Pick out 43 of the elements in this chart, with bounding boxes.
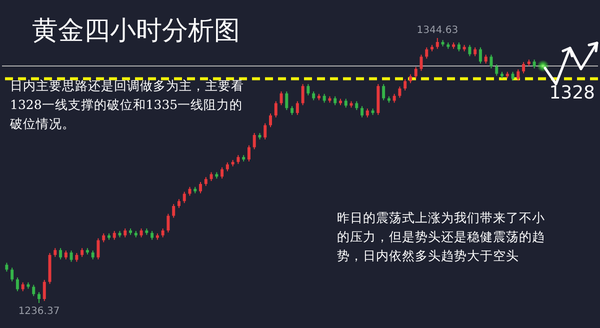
candlestick [414,66,418,79]
candlestick [32,284,36,297]
candlestick [425,46,428,60]
chart-title: 黄金四小时分析图 [32,16,240,46]
candlestick [360,106,364,118]
candlestick [59,248,62,260]
annotation: 昨日的震荡式上涨为我们带来了不小的压力，但是势头还是稳健震荡的趋势，日内依然多头趋势大于空头 [337,210,545,263]
candlestick [382,84,386,101]
candlestick [516,68,520,82]
candlestick [37,292,40,304]
candlestick [220,166,224,180]
candlestick [478,46,482,64]
candlestick [285,90,288,111]
candlestick [398,86,402,98]
candlestick [10,267,14,282]
candlestick [247,144,250,162]
annotation: 1344.63 [416,25,458,36]
candlestick [522,62,526,74]
candlestick [436,38,439,50]
candlestick [96,238,100,260]
candlestick [301,84,304,106]
candlestick [172,204,176,218]
candlestick [490,54,493,69]
annotation: 日内主要思路还是回调做多为主，主要看1328一线支撑的破位和1335一线阻力的破位情况。 [9,78,244,131]
candlestick [70,250,73,262]
ref-line-label: 1328 [549,82,595,104]
candlestick [274,100,278,118]
candlestick [182,191,186,204]
candlestick [252,132,256,150]
candlestick [306,84,310,96]
candlestick [420,54,423,72]
candlestick [296,100,299,116]
candlestick [468,44,472,57]
annotation: 1236.37 [18,306,60,317]
candlestick [264,122,267,140]
candlestick [199,182,202,194]
candlestick [495,64,498,76]
candlestick [269,112,272,128]
candlestick [404,78,407,91]
candlestick [166,213,170,233]
candlestick [42,279,46,302]
candlestick [16,276,19,292]
candlestick [280,90,283,106]
